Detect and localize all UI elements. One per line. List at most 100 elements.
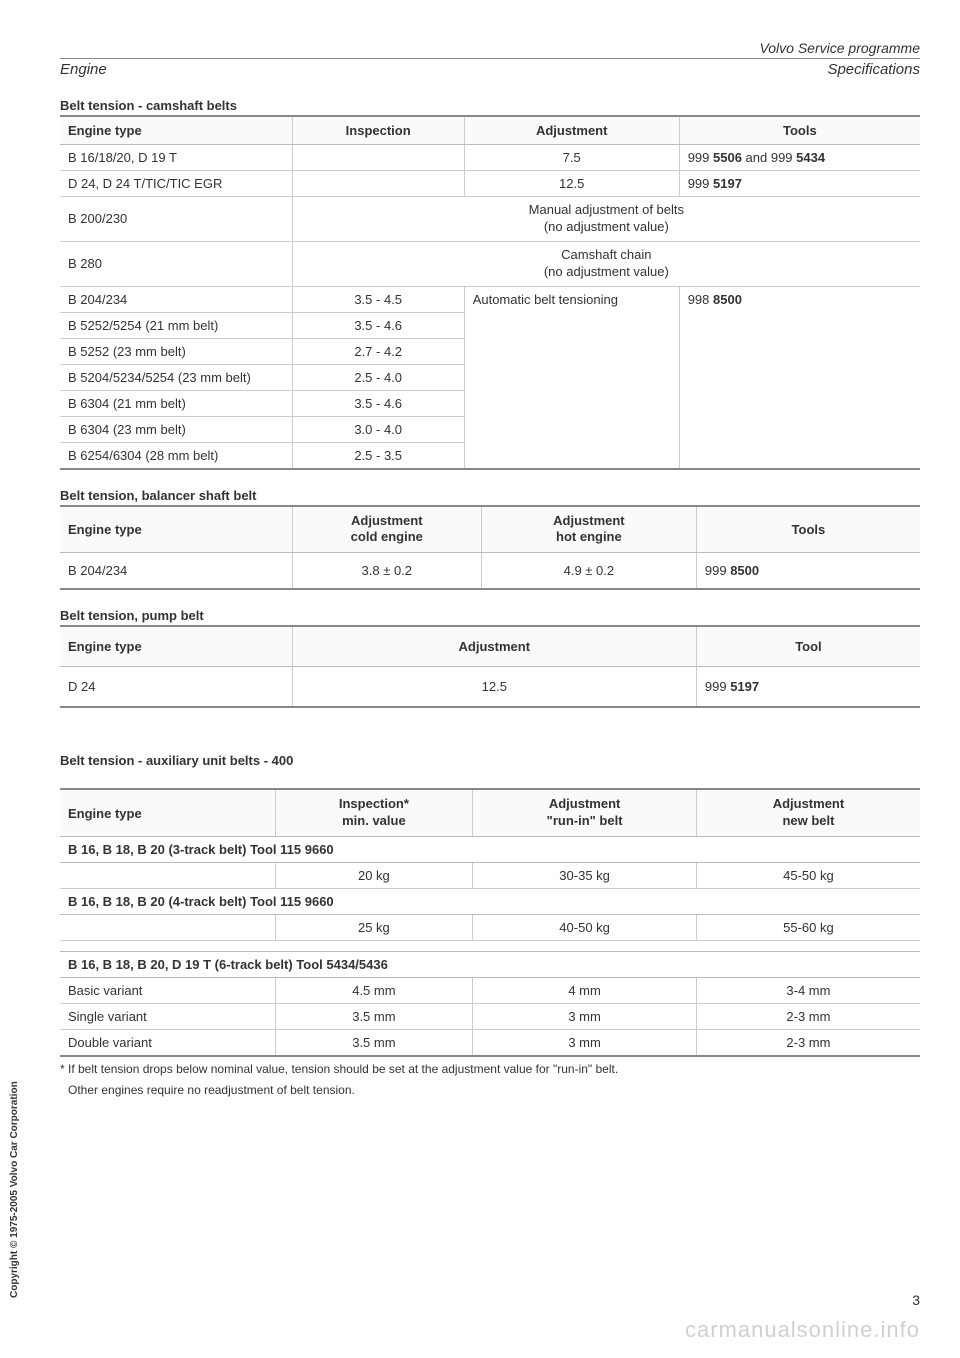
table-span-row: B 16, B 18, B 20 (3-track belt) Tool 115… — [60, 837, 920, 863]
cell: Single variant — [60, 1004, 275, 1030]
cell: B 16/18/20, D 19 T — [60, 145, 292, 171]
table-row: B 280 Camshaft chain(no adjustment value… — [60, 241, 920, 286]
t1-h2: Inspection — [292, 116, 464, 145]
cell: 998 8500 — [679, 286, 920, 469]
table2-title: Belt tension, balancer shaft belt — [60, 488, 920, 503]
table-row: D 24, D 24 T/TIC/TIC EGR 12.5 999 5197 — [60, 171, 920, 197]
cell — [292, 145, 464, 171]
cell — [60, 915, 275, 941]
cell: 4 mm — [473, 978, 697, 1004]
cell: D 24 — [60, 667, 292, 708]
cell: 4.9 ± 0.2 — [481, 553, 696, 590]
cell: 999 5197 — [696, 667, 920, 708]
cell: Basic variant — [60, 978, 275, 1004]
table-row: B 204/234 3.5 - 4.5 Automatic belt tensi… — [60, 286, 920, 312]
t1-h4: Tools — [679, 116, 920, 145]
t2-h4: Tools — [696, 506, 920, 553]
cell: B 280 — [60, 241, 292, 286]
gap-row — [60, 941, 920, 952]
cell: 999 8500 — [696, 553, 920, 590]
table-row: B 200/230 Manual adjustment of belts(no … — [60, 197, 920, 242]
t3-h3: Tool — [696, 626, 920, 667]
cell: 55-60 kg — [696, 915, 920, 941]
table-row: B 16/18/20, D 19 T 7.5 999 5506 and 999 … — [60, 145, 920, 171]
cell — [60, 863, 275, 889]
balancer-table: Engine type Adjustmentcold engine Adjust… — [60, 505, 920, 591]
cell: 3.8 ± 0.2 — [292, 553, 481, 590]
table-row: 20 kg 30-35 kg 45-50 kg — [60, 863, 920, 889]
cell: 2.5 - 3.5 — [292, 442, 464, 469]
cell: B 204/234 — [60, 286, 292, 312]
cell: 4.5 mm — [275, 978, 473, 1004]
watermark: carmanualsonline.info — [685, 1317, 920, 1343]
cell: 30-35 kg — [473, 863, 697, 889]
aux-table: Engine type Inspection*min. value Adjust… — [60, 788, 920, 1057]
table1-title: Belt tension - camshaft belts — [60, 98, 920, 113]
cell: B 204/234 — [60, 553, 292, 590]
header-row: Engine Specifications — [60, 61, 920, 78]
cell: 999 5506 and 999 5434 — [679, 145, 920, 171]
t2-h1: Engine type — [60, 506, 292, 553]
camshaft-table: Engine type Inspection Adjustment Tools … — [60, 115, 920, 470]
cell: B 5204/5234/5254 (23 mm belt) — [60, 364, 292, 390]
cell: 3 mm — [473, 1004, 697, 1030]
page-number: 3 — [912, 1292, 920, 1308]
table-row: D 24 12.5 999 5197 — [60, 667, 920, 708]
header-left: Engine — [60, 61, 107, 78]
cell-merged: Manual adjustment of belts(no adjustment… — [292, 197, 920, 242]
cell: 2-3 mm — [696, 1004, 920, 1030]
cell: 3.5 mm — [275, 1030, 473, 1057]
cell: 20 kg — [275, 863, 473, 889]
footnote-2: Other engines require no readjustment of… — [60, 1082, 920, 1099]
t4-h4: Adjustmentnew belt — [696, 789, 920, 836]
cell: 999 5197 — [679, 171, 920, 197]
cell: Automatic belt tensioning — [464, 286, 679, 469]
cell: B 200/230 — [60, 197, 292, 242]
cell: 3.5 mm — [275, 1004, 473, 1030]
cell: 45-50 kg — [696, 863, 920, 889]
cell-span: B 16, B 18, B 20, D 19 T (6-track belt) … — [60, 952, 920, 978]
table3-title: Belt tension, pump belt — [60, 608, 920, 623]
t2-h3: Adjustmenthot engine — [481, 506, 696, 553]
table-row: 25 kg 40-50 kg 55-60 kg — [60, 915, 920, 941]
cell-span: B 16, B 18, B 20 (4-track belt) Tool 115… — [60, 889, 920, 915]
cell: 2-3 mm — [696, 1030, 920, 1057]
t1-h3: Adjustment — [464, 116, 679, 145]
t4-h2: Inspection*min. value — [275, 789, 473, 836]
cell: 3-4 mm — [696, 978, 920, 1004]
table4-title: Belt tension - auxiliary unit belts - 40… — [60, 753, 920, 768]
cell: D 24, D 24 T/TIC/TIC EGR — [60, 171, 292, 197]
cell: B 6254/6304 (28 mm belt) — [60, 442, 292, 469]
cell: 12.5 — [464, 171, 679, 197]
cell: 3 mm — [473, 1030, 697, 1057]
table-row: Single variant 3.5 mm 3 mm 2-3 mm — [60, 1004, 920, 1030]
footnote-1: * If belt tension drops below nominal va… — [60, 1061, 920, 1078]
cell: 2.7 - 4.2 — [292, 338, 464, 364]
header-top-line: Volvo Service programme — [60, 40, 920, 59]
table-span-row: B 16, B 18, B 20 (4-track belt) Tool 115… — [60, 889, 920, 915]
cell: 40-50 kg — [473, 915, 697, 941]
cell: 3.5 - 4.5 — [292, 286, 464, 312]
table-span-row: B 16, B 18, B 20, D 19 T (6-track belt) … — [60, 952, 920, 978]
cell: 12.5 — [292, 667, 696, 708]
cell: B 5252 (23 mm belt) — [60, 338, 292, 364]
cell-merged: Camshaft chain(no adjustment value) — [292, 241, 920, 286]
cell: B 6304 (21 mm belt) — [60, 390, 292, 416]
pump-table: Engine type Adjustment Tool D 24 12.5 99… — [60, 625, 920, 708]
t3-h2: Adjustment — [292, 626, 696, 667]
copyright-text: Copyright © 1975-2005 Volvo Car Corporat… — [9, 1081, 20, 1298]
t1-h1: Engine type — [60, 116, 292, 145]
cell-span: B 16, B 18, B 20 (3-track belt) Tool 115… — [60, 837, 920, 863]
table-row: Double variant 3.5 mm 3 mm 2-3 mm — [60, 1030, 920, 1057]
table-row: B 204/234 3.8 ± 0.2 4.9 ± 0.2 999 8500 — [60, 553, 920, 590]
cell: Double variant — [60, 1030, 275, 1057]
t3-h1: Engine type — [60, 626, 292, 667]
cell: 25 kg — [275, 915, 473, 941]
t4-h1: Engine type — [60, 789, 275, 836]
t4-h3: Adjustment"run-in" belt — [473, 789, 697, 836]
cell: 7.5 — [464, 145, 679, 171]
table-row: Basic variant 4.5 mm 4 mm 3-4 mm — [60, 978, 920, 1004]
t2-h2: Adjustmentcold engine — [292, 506, 481, 553]
cell — [292, 171, 464, 197]
cell: 3.0 - 4.0 — [292, 416, 464, 442]
